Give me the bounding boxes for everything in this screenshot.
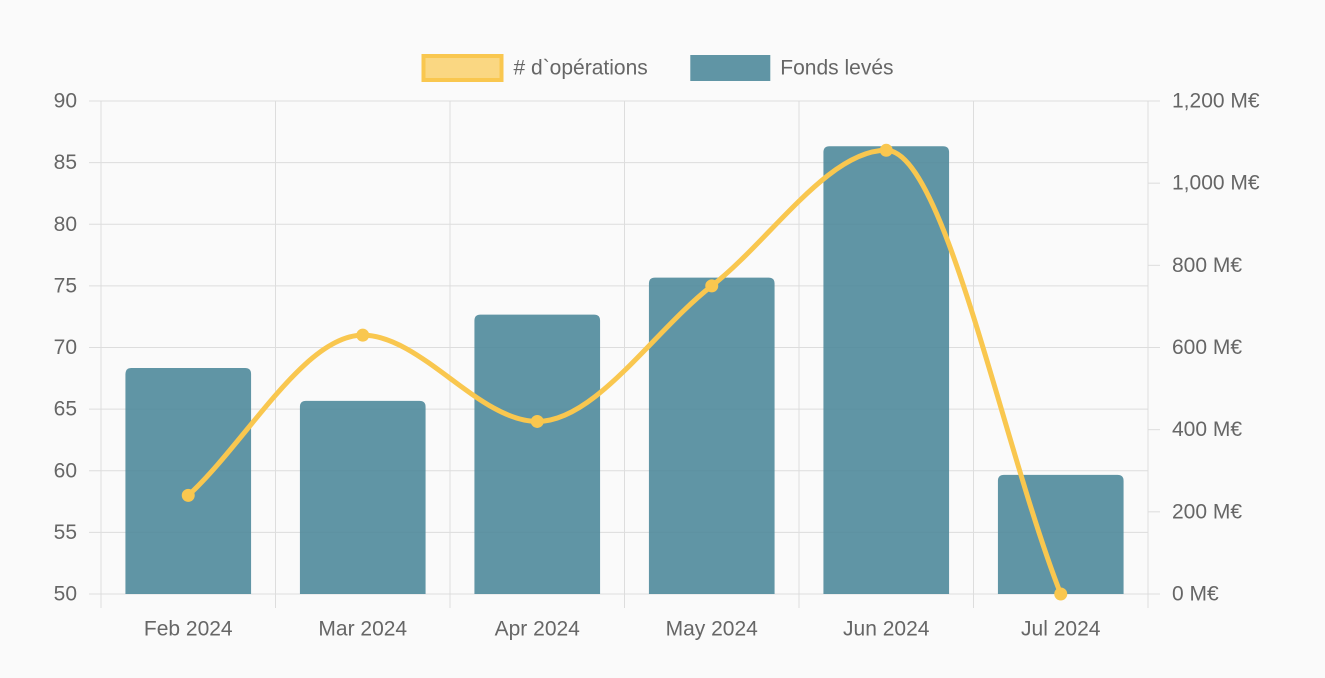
y-left-tick-label: 85 xyxy=(54,151,77,174)
bar xyxy=(125,368,252,594)
x-tick-label: Mar 2024 xyxy=(318,618,407,641)
bar xyxy=(648,277,775,594)
y-left-tick-label: 50 xyxy=(54,583,77,606)
y-left-tick-label: 75 xyxy=(54,274,77,297)
axes: 50 55 60 65 70 75 80 85 90 0 M€ 200 M€ 400 M€ 600 M€… xyxy=(54,90,1260,641)
legend-label: Fonds levés xyxy=(780,57,893,80)
line-point xyxy=(1054,587,1068,601)
y-left-tick-label: 90 xyxy=(54,90,77,113)
y-right-tick-label: 600 M€ xyxy=(1172,336,1242,359)
y-left-tick-label: 65 xyxy=(54,398,77,421)
x-tick-label: Feb 2024 xyxy=(144,618,233,641)
legend-swatch-bar xyxy=(690,55,771,81)
legend-swatch-line xyxy=(421,54,504,82)
x-tick-label: May 2024 xyxy=(666,618,759,641)
bars xyxy=(125,146,1124,595)
line-path xyxy=(185,147,1064,597)
bar xyxy=(823,146,950,595)
line-point xyxy=(356,328,370,342)
y-right-tick-label: 0 M€ xyxy=(1172,583,1219,606)
legend[interactable]: # d`opérations Fonds levés xyxy=(421,54,894,82)
legend-label: # d`opérations xyxy=(514,57,648,80)
y-left-tick-label: 80 xyxy=(54,213,77,236)
line-point xyxy=(181,488,195,502)
y-right-tick-label: 200 M€ xyxy=(1172,500,1242,523)
line-point xyxy=(705,279,719,293)
line-point xyxy=(530,414,544,428)
x-tick-label: Jun 2024 xyxy=(843,618,930,641)
bar xyxy=(474,314,601,594)
bar xyxy=(299,400,426,594)
x-tick-label: Jul 2024 xyxy=(1021,618,1101,641)
bar xyxy=(997,474,1124,594)
x-tick-label: Apr 2024 xyxy=(495,618,581,641)
line-series xyxy=(181,143,1068,601)
y-right-tick-label: 400 M€ xyxy=(1172,418,1242,441)
grid xyxy=(100,100,1149,608)
y-left-tick-label: 55 xyxy=(54,521,77,544)
y-left-tick-label: 70 xyxy=(54,336,77,359)
legend-item[interactable]: Fonds levés xyxy=(690,55,894,81)
y-right-tick-label: 1,200 M€ xyxy=(1172,90,1260,113)
legend-item[interactable]: # d`opérations xyxy=(421,54,648,82)
line-point xyxy=(879,143,893,157)
y-left-tick-label: 60 xyxy=(54,459,77,482)
y-right-tick-label: 1,000 M€ xyxy=(1172,172,1260,195)
y-right-tick-label: 800 M€ xyxy=(1172,254,1242,277)
